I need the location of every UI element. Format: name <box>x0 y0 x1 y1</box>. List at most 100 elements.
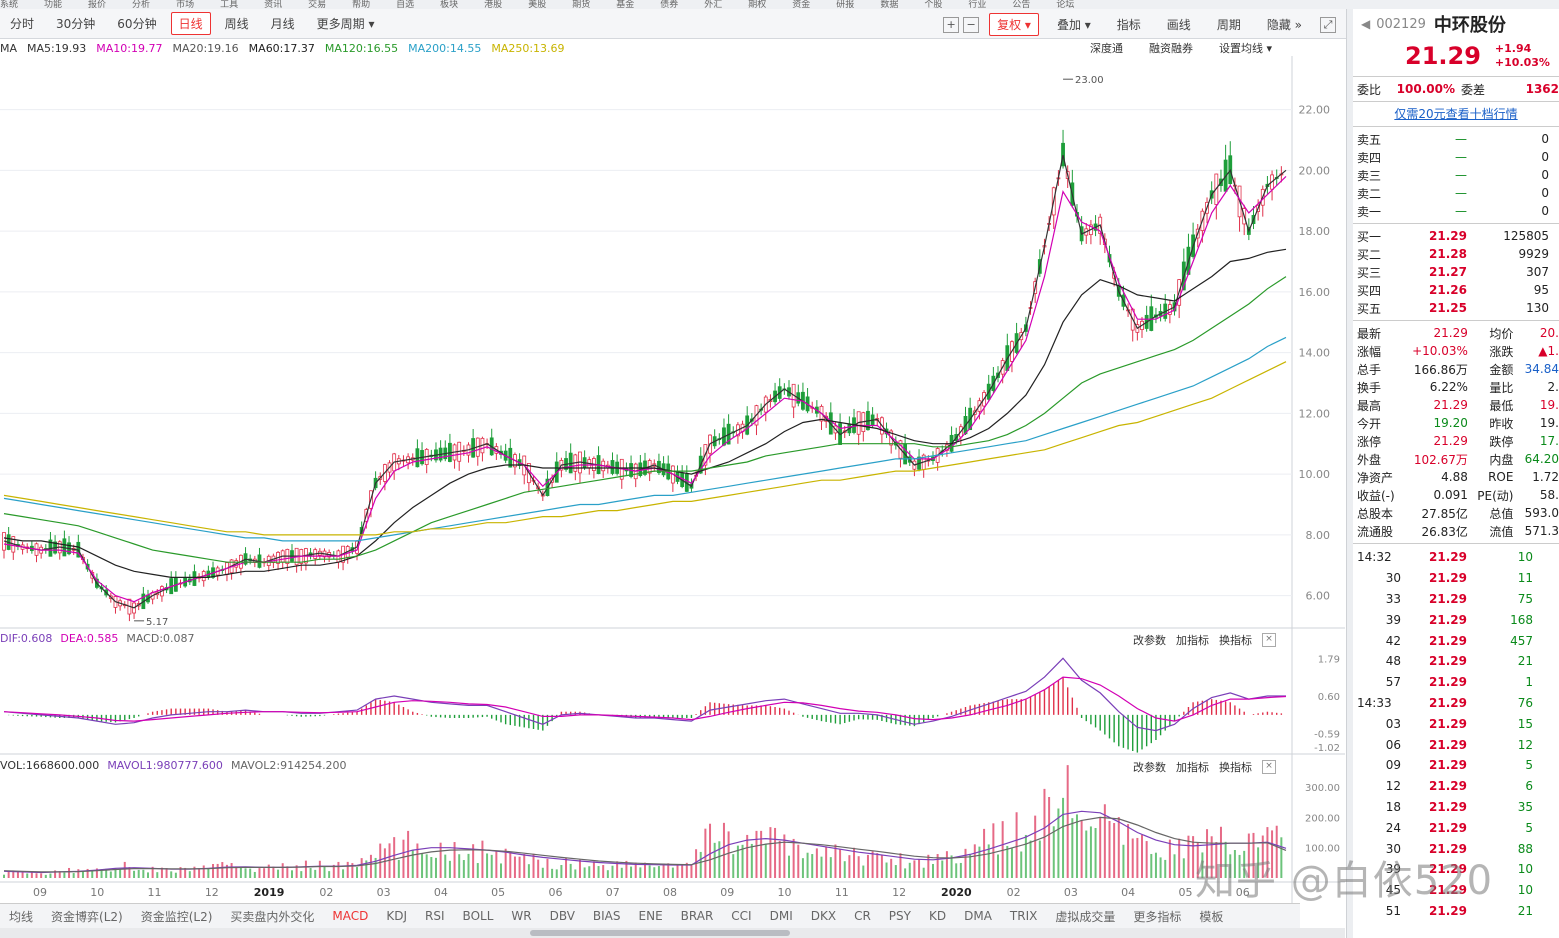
period-button[interactable]: 日线 <box>170 12 211 35</box>
toolbar-button[interactable]: 指标 <box>1116 18 1141 32</box>
indicator-tab[interactable]: KD <box>928 909 947 923</box>
menu-item[interactable]: 外汇 <box>704 0 723 10</box>
chart-link[interactable]: 深度通 <box>1090 42 1123 55</box>
menu-item[interactable]: 资金 <box>792 0 811 10</box>
menu-item[interactable]: 帮助 <box>352 0 371 10</box>
indicator-tab[interactable]: 模板 <box>1199 909 1224 924</box>
menu-item[interactable]: 研报 <box>836 0 855 10</box>
indicator-tool-link[interactable]: 改参数 <box>1133 634 1166 647</box>
period-button[interactable]: 更多周期 ▾ <box>316 17 375 31</box>
indicator-tab[interactable]: 资金博弈(L2) <box>51 909 123 924</box>
indicator-tool-link[interactable]: 加指标 <box>1176 634 1209 647</box>
indicator-tab[interactable]: TRIX <box>1009 909 1038 923</box>
series-line-ma10 <box>3 175 1287 603</box>
indicator-value: DEA:0.585 <box>60 632 119 645</box>
indicator-tab[interactable]: CR <box>854 909 871 923</box>
menu-item[interactable]: 债券 <box>660 0 679 10</box>
stat-label: 内盘 <box>1489 452 1514 467</box>
chart-scrollbar[interactable] <box>0 928 1345 938</box>
x-axis-tick: 05 <box>491 886 505 899</box>
indicator-tab[interactable]: ENE <box>638 909 663 923</box>
indicator-tab[interactable]: KDJ <box>386 909 408 923</box>
indicator-tab[interactable]: 更多指标 <box>1133 909 1182 924</box>
quote-row: 买三 21.27 307 <box>1353 263 1559 281</box>
indicator-tab[interactable]: DMI <box>769 909 793 923</box>
menu-item[interactable]: 板块 <box>440 0 459 10</box>
menu-item[interactable]: 市场 <box>176 0 195 10</box>
stat-label: 净资产 <box>1357 470 1394 485</box>
menu-item[interactable]: 资讯 <box>264 0 283 10</box>
menu-item[interactable]: 论坛 <box>1056 0 1075 10</box>
indicator-tab[interactable]: BRAR <box>680 909 714 923</box>
period-button[interactable]: 周线 <box>224 17 249 31</box>
indicator-tool-link[interactable]: 换指标 <box>1219 761 1252 774</box>
back-arrow-icon[interactable]: ◀ <box>1361 17 1371 31</box>
kline-chart[interactable]: 22.00 20.00 18.00 16.00 14.00 12.00 10.00 8.00 6… <box>0 56 1345 906</box>
menu-item[interactable]: 美股 <box>528 0 547 10</box>
indicator-tab[interactable]: WR <box>511 909 532 923</box>
period-button[interactable]: 30分钟 <box>56 17 96 31</box>
fullscreen-icon[interactable]: ⤢ <box>1320 16 1336 33</box>
scrollbar-thumb[interactable] <box>530 930 790 936</box>
low-label: 5.17 <box>146 617 168 628</box>
menu-item[interactable]: 交易 <box>308 0 327 10</box>
menu-item[interactable]: 报价 <box>88 0 107 10</box>
order-label: 买五 <box>1357 301 1382 316</box>
menu-item[interactable]: 工具 <box>220 0 239 10</box>
toolbar-button[interactable]: 隐藏 » <box>1266 18 1302 32</box>
period-button[interactable]: 月线 <box>270 17 295 31</box>
menu-item[interactable]: 自选 <box>396 0 415 10</box>
indicator-tab[interactable]: RSI <box>425 909 445 923</box>
indicator-tab[interactable]: CCI <box>731 909 752 923</box>
close-icon[interactable]: × <box>1262 760 1276 774</box>
period-button[interactable]: 60分钟 <box>117 17 157 31</box>
menu-item[interactable]: 行业 <box>968 0 987 10</box>
toolbar-button[interactable]: 叠加 ▾ <box>1056 18 1091 32</box>
indicator-tab[interactable]: DKX <box>810 909 837 923</box>
menu-item[interactable]: 基金 <box>616 0 635 10</box>
toolbar-button[interactable]: 画线 <box>1166 18 1191 32</box>
menu-item[interactable]: 分析 <box>132 0 151 10</box>
zoom-in-icon[interactable]: + <box>943 16 960 33</box>
menu-item[interactable]: 公告 <box>1012 0 1031 10</box>
period-button[interactable]: 分时 <box>10 17 35 31</box>
panel-divider[interactable] <box>1346 9 1353 938</box>
stats-table: 最新 21.29 均价 20. 涨幅 +10.03% 涨跌 ▲1. 总手 166.86万 金额 34.… <box>1353 324 1559 540</box>
chart-link[interactable]: 设置均线 ▾ <box>1219 42 1273 55</box>
stat-label: 收益(-) <box>1357 488 1395 503</box>
indicator-tool-link[interactable]: 换指标 <box>1219 634 1252 647</box>
menu-item[interactable]: 功能 <box>44 0 63 10</box>
indicator-tool-link[interactable]: 改参数 <box>1133 761 1166 774</box>
indicator-tab[interactable]: PSY <box>888 909 911 923</box>
menu-item[interactable]: 期货 <box>572 0 591 10</box>
tick-volume: 15 <box>1517 716 1533 731</box>
menu-item[interactable]: 个股 <box>924 0 943 10</box>
indicator-tab[interactable]: MACD <box>332 909 369 923</box>
chart-link[interactable]: 融资融券 <box>1149 42 1193 55</box>
indicator-tab[interactable]: 虚拟成交量 <box>1055 909 1116 924</box>
promo-link[interactable]: 仅需20元查看十档行情 <box>1394 107 1518 121</box>
quote-row: 30 21.29 11 <box>1353 568 1559 589</box>
price-change: +1.94 <box>1494 42 1532 55</box>
indicator-tool-link[interactable]: 加指标 <box>1176 761 1209 774</box>
toolbar-button[interactable]: 周期 <box>1216 18 1241 32</box>
indicator-tab[interactable]: 买卖盘内外交化 <box>230 909 315 924</box>
indicator-tab[interactable]: 资金监控(L2) <box>140 909 213 924</box>
indicator-tab[interactable]: BIAS <box>592 909 621 923</box>
menu-item[interactable]: 期权 <box>748 0 767 10</box>
indicator-tab[interactable]: DMA <box>964 909 992 923</box>
menu-item[interactable]: 港股 <box>484 0 503 10</box>
toolbar-button[interactable]: 复权 ▾ <box>989 13 1039 36</box>
close-icon[interactable]: × <box>1262 633 1276 647</box>
menu-item[interactable]: 数据 <box>880 0 899 10</box>
indicator-value: VOL:1668600.000 <box>0 759 100 772</box>
stat-label: 总股本 <box>1357 506 1394 521</box>
indicator-tab[interactable]: BOLL <box>462 909 494 923</box>
quote-row: 30 21.29 88 <box>1353 838 1559 859</box>
indicator-tab[interactable]: DBV <box>549 909 575 923</box>
x-axis-tick: 11 <box>148 886 162 899</box>
zoom-out-icon[interactable]: − <box>963 16 980 33</box>
series-line-mavol2 <box>3 816 1287 873</box>
indicator-tab[interactable]: 均线 <box>9 909 34 924</box>
menu-item[interactable]: 系统 <box>0 0 19 10</box>
